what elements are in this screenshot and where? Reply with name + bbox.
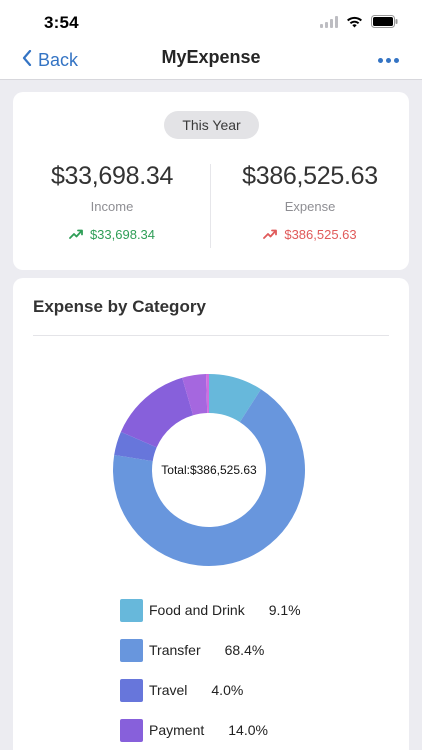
expense-summary: $386,525.63 Expense $386,525.63	[211, 162, 409, 242]
income-trend: $33,698.34	[13, 227, 211, 242]
battery-icon	[371, 15, 398, 33]
legend-label: Payment	[149, 722, 205, 738]
legend-label: Travel	[149, 682, 188, 698]
back-label: Back	[38, 49, 79, 70]
legend-item[interactable]: Transfer 68.4%	[120, 638, 301, 662]
expense-trend: $386,525.63	[211, 227, 409, 242]
donut-slice-travel[interactable]	[114, 431, 157, 462]
donut-slice-other-4[interactable]	[182, 374, 208, 416]
legend-item[interactable]: Travel 4.0%	[120, 678, 301, 702]
legend-label: Food and Drink	[149, 602, 245, 618]
expense-amount: $386,525.63	[242, 162, 378, 190]
chevron-left-icon	[22, 49, 32, 71]
status-icons	[320, 15, 398, 33]
donut-slice-food-and-drink[interactable]	[209, 374, 261, 423]
page-title: MyExpense	[161, 47, 261, 67]
status-time: 3:54	[44, 13, 79, 32]
more-dot	[385, 57, 391, 63]
donut-total: Total:$386,525.63	[161, 463, 257, 477]
card-divider	[33, 335, 389, 336]
wifi-icon	[346, 15, 363, 33]
legend-swatch	[120, 598, 143, 622]
card-title: Expense by Category	[33, 297, 206, 316]
signal-icon	[320, 15, 338, 33]
income-amount: $33,698.34	[50, 162, 174, 190]
trending-up-icon	[69, 227, 83, 242]
summary-divider	[210, 164, 211, 248]
legend-swatch	[120, 638, 143, 662]
trending-down-icon	[263, 227, 278, 242]
legend-item[interactable]: Payment 14.0%	[120, 718, 301, 742]
legend-percent: 14.0%	[228, 722, 268, 738]
more-dot	[377, 57, 383, 63]
income-label: Income	[90, 199, 134, 214]
expense-trend-value: $386,525.63	[284, 227, 357, 242]
expense-label: Expense	[284, 199, 336, 214]
donut-chart: Total:$386,525.63	[111, 372, 307, 568]
status-bar: 3:54	[0, 0, 422, 40]
income-trend-value: $33,698.34	[89, 227, 156, 242]
summary-card: This Year $33,698.34 Income $33,698.34 $…	[13, 92, 409, 270]
donut-slice-transfer[interactable]	[112, 389, 305, 566]
legend-label: Transfer	[149, 642, 201, 658]
legend-swatch	[120, 718, 143, 742]
more-dot	[393, 57, 399, 63]
donut-svg	[112, 374, 305, 566]
chart-legend: Food and Drink 9.1% Transfer 68.4% Travel 4.0…	[120, 598, 301, 750]
nav-bar: Back MyExpense	[0, 40, 422, 80]
legend-percent: 68.4%	[224, 642, 265, 658]
income-summary: $33,698.34 Income $33,698.34	[13, 162, 211, 242]
expense-by-category-card: Expense by Category Total:$386,525.63 Fo…	[13, 278, 409, 750]
more-options-button[interactable]	[376, 48, 400, 72]
donut-slice-payment[interactable]	[120, 377, 194, 448]
donut-slice-other-5[interactable]	[205, 374, 209, 414]
legend-item[interactable]: Food and Drink 9.1%	[120, 598, 301, 622]
period-selector[interactable]: This Year	[164, 111, 259, 139]
legend-percent: 4.0%	[211, 682, 244, 698]
back-button[interactable]: Back	[22, 46, 78, 74]
legend-percent: 9.1%	[268, 602, 301, 618]
legend-swatch	[120, 678, 143, 702]
